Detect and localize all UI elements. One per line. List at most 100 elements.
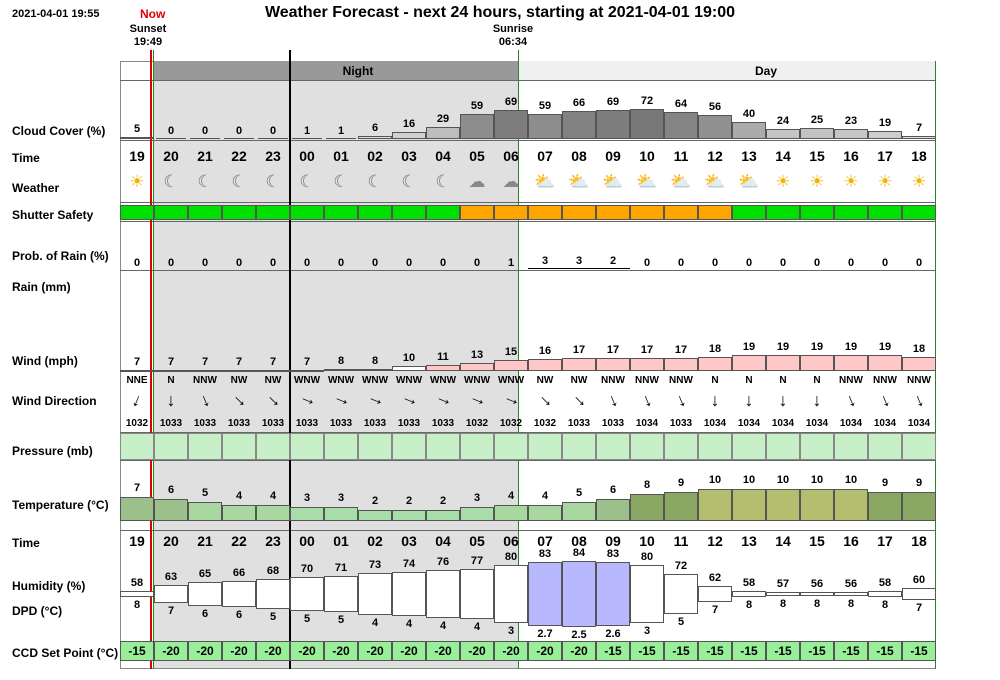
wind-value: 19 xyxy=(878,341,892,353)
wind-bar xyxy=(630,358,664,371)
hour-label-2: 15 xyxy=(809,533,825,549)
sunrise-line xyxy=(518,50,519,669)
temperature-bar xyxy=(902,491,936,521)
humidity-value: 73 xyxy=(368,559,382,571)
pressure-value: 1032 xyxy=(125,418,149,429)
sun-icon: ☀ xyxy=(129,172,145,191)
wind-value: 19 xyxy=(844,341,858,353)
rain-prob-value: 0 xyxy=(711,257,719,269)
ccd-cell xyxy=(154,641,188,661)
cloud-sun-icon: ⛅ xyxy=(636,172,658,191)
pressure-cell xyxy=(834,433,868,460)
dpd-value: 2.7 xyxy=(537,628,553,640)
ccd-value: -15 xyxy=(774,644,792,658)
rain-prob-value: 0 xyxy=(745,257,753,269)
row-label-prob-rain: Prob. of Rain (%) xyxy=(12,249,109,263)
ccd-value: -20 xyxy=(400,644,418,658)
pressure-cell xyxy=(868,433,902,460)
wind-direction-label: NNW xyxy=(601,375,625,386)
wind-value: 19 xyxy=(810,341,824,353)
ccd-value: -20 xyxy=(434,644,452,658)
dpd-value: 7 xyxy=(711,604,719,616)
cloud-value: 19 xyxy=(878,117,892,129)
wind-value: 8 xyxy=(337,355,345,367)
hour-label: 17 xyxy=(877,148,893,164)
pressure-cell xyxy=(188,433,222,460)
pressure-cell xyxy=(596,433,630,460)
temperature-value: 4 xyxy=(235,489,243,502)
row-label-time: Time xyxy=(12,151,40,165)
hour-label-2: 10 xyxy=(639,533,655,549)
ccd-cell xyxy=(358,641,392,661)
rain-prob-value: 0 xyxy=(677,257,685,269)
wind-bar xyxy=(120,370,154,372)
dpd-value: 4 xyxy=(371,617,379,629)
pressure-value: 1033 xyxy=(227,418,251,429)
pressure-cell xyxy=(426,433,460,460)
cloud-bar xyxy=(156,138,186,139)
dpd-value: 3 xyxy=(643,625,651,637)
hour-label-2: 20 xyxy=(163,533,179,549)
wind-bar xyxy=(528,359,562,371)
ccd-cell xyxy=(834,641,868,661)
ccd-cell xyxy=(392,641,426,661)
shutter-cell xyxy=(902,205,936,220)
hour-label: 00 xyxy=(299,148,315,164)
hour-label-2: 03 xyxy=(401,533,417,549)
pressure-cell xyxy=(562,433,596,460)
pressure-value: 1033 xyxy=(363,418,387,429)
pressure-cell xyxy=(494,433,528,460)
hour-label: 09 xyxy=(605,148,621,164)
wind-bar xyxy=(596,358,630,371)
humidity-value: 58 xyxy=(742,577,756,589)
pressure-cell xyxy=(698,433,732,460)
humidity-value: 68 xyxy=(266,565,280,577)
sunset-line xyxy=(153,50,154,669)
sun-icon: ☀ xyxy=(877,172,893,191)
rain-prob-value: 0 xyxy=(847,257,855,269)
wind-value: 19 xyxy=(742,341,756,353)
humidity-bar xyxy=(800,592,834,596)
pressure-cell xyxy=(358,433,392,460)
rain-prob-value: 0 xyxy=(405,257,413,269)
wind-direction-label: N xyxy=(813,375,821,386)
humidity-bar xyxy=(154,585,188,603)
ccd-cell xyxy=(222,641,256,661)
shutter-cell xyxy=(630,205,664,220)
pressure-cell xyxy=(528,433,562,460)
cloud-bar xyxy=(426,127,460,139)
dpd-value: 4 xyxy=(405,618,413,630)
shutter-cell xyxy=(834,205,868,220)
shutter-cell xyxy=(426,205,460,220)
wind-bar xyxy=(188,370,222,372)
wind-bar xyxy=(324,369,358,371)
ccd-value: -20 xyxy=(162,644,180,658)
ccd-cell xyxy=(698,641,732,661)
temperature-value: 10 xyxy=(708,474,722,486)
temperature-value: 2 xyxy=(439,494,447,507)
hour-label-2: 07 xyxy=(537,533,553,549)
humidity-value: 60 xyxy=(912,574,926,586)
wind-value: 18 xyxy=(912,343,926,355)
temperature-bar xyxy=(664,491,698,521)
cloud-sun-icon: ⛅ xyxy=(534,172,556,191)
dpd-value: 8 xyxy=(813,598,821,610)
hour-label-2: 04 xyxy=(435,533,451,549)
hour-label-2: 18 xyxy=(911,533,927,549)
hour-label: 16 xyxy=(843,148,859,164)
temperature-value: 4 xyxy=(541,489,549,502)
wind-bar xyxy=(358,369,392,371)
shutter-cell xyxy=(358,205,392,220)
page-title: Weather Forecast - next 24 hours, starti… xyxy=(264,4,736,21)
wind-value: 17 xyxy=(674,344,688,356)
ccd-value: -20 xyxy=(230,644,248,658)
hour-label: 19 xyxy=(129,148,145,164)
cloud-moon-icon: ☁ xyxy=(468,172,486,191)
wind-bar xyxy=(562,358,596,371)
temperature-value: 3 xyxy=(303,492,311,505)
humidity-value: 74 xyxy=(402,558,416,570)
humidity-bar xyxy=(256,579,290,609)
humidity-value: 80 xyxy=(640,551,654,563)
wind-direction-label: NNE xyxy=(126,375,148,386)
temperature-value: 10 xyxy=(742,474,756,486)
